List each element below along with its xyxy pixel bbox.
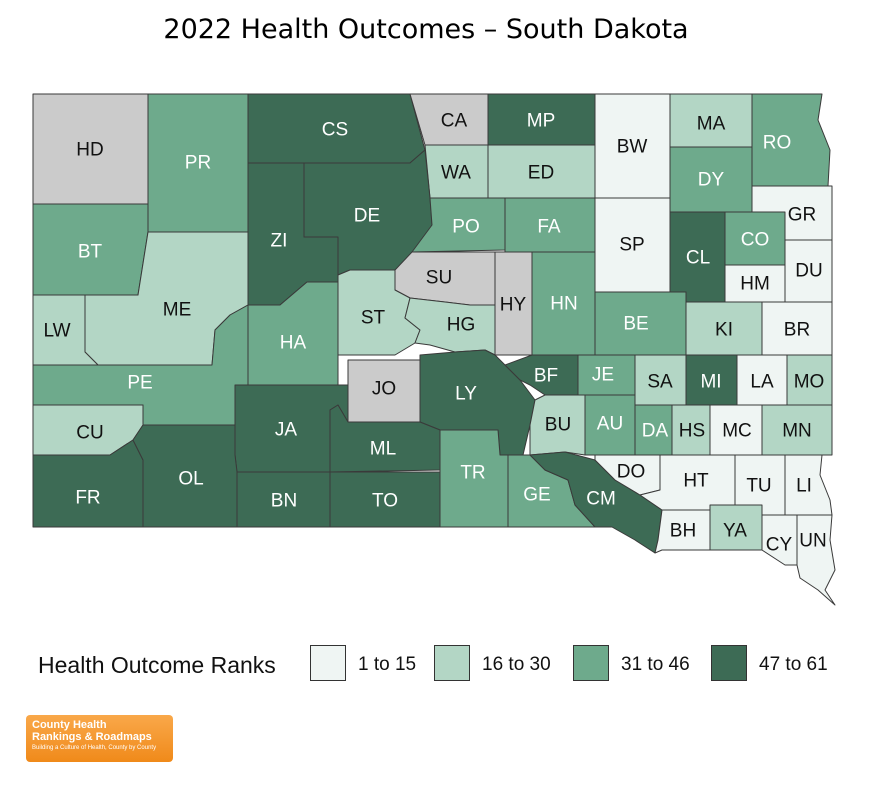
county-label-pr: PR — [185, 153, 211, 174]
county-label-hy: HY — [500, 295, 527, 316]
county-label-da: DA — [642, 421, 669, 442]
county-label-br: BR — [784, 320, 810, 341]
county-label-mp: MP — [527, 111, 556, 132]
county-label-hd: HD — [76, 140, 103, 161]
county-label-au: AU — [597, 414, 623, 435]
county-label-me: ME — [163, 300, 192, 321]
logo-tagline: Building a Culture of Health, County by … — [32, 745, 157, 751]
county-label-hn: HN — [550, 294, 577, 315]
county-hg — [404, 297, 496, 356]
county-label-ha: HA — [280, 333, 307, 354]
logo-line1: County Health — [32, 719, 107, 731]
county-label-du: DU — [795, 261, 822, 282]
legend-swatch — [711, 645, 747, 681]
legend-label: 31 to 46 — [621, 654, 690, 675]
county-po — [411, 197, 506, 253]
county-mn — [761, 404, 833, 456]
county-label-cu: CU — [76, 423, 103, 444]
south-dakota-county-map: HD PR CS CA MP BW MA RO WA ED DY BT ZI DE PO FA SP CL CO GR… — [32, 93, 836, 606]
county-label-hg: HG — [447, 315, 476, 336]
county-label-la: LA — [750, 372, 774, 393]
county-label-tr: TR — [460, 463, 485, 484]
county-label-ro: RO — [763, 133, 792, 154]
county-label-bw: BW — [617, 137, 648, 158]
county-label-fa: FA — [537, 217, 561, 238]
county-label-fr: FR — [75, 488, 100, 509]
county-bu — [529, 394, 586, 456]
county-label-cm: CM — [586, 489, 616, 510]
legend-title: Health Outcome Ranks — [38, 652, 276, 678]
county-label-cl: CL — [686, 248, 710, 269]
county-label-po: PO — [452, 217, 479, 238]
county-label-ki: KI — [715, 320, 733, 341]
county-label-co: CO — [741, 230, 770, 251]
county-label-mo: MO — [794, 372, 825, 393]
county-label-lw: LW — [43, 321, 70, 342]
county-label-ol: OL — [178, 469, 203, 490]
county-label-ht: HT — [683, 471, 709, 492]
county-label-mn: MN — [782, 421, 812, 442]
county-label-tu: TU — [746, 476, 771, 497]
county-label-dy: DY — [698, 170, 725, 191]
legend-label: 47 to 61 — [759, 654, 828, 675]
county-label-do: DO — [617, 462, 646, 483]
county-label-bn: BN — [271, 491, 297, 512]
legend-swatch — [434, 645, 470, 681]
logo-line2: Rankings & Roadmaps — [32, 731, 152, 743]
legend-label: 1 to 15 — [358, 654, 417, 675]
county-label-bt: BT — [78, 242, 103, 263]
county-label-su: SU — [426, 268, 452, 289]
county-label-ya: YA — [723, 521, 747, 542]
county-label-mi: MI — [700, 372, 721, 393]
county-label-to: TO — [372, 491, 398, 512]
county-label-hm: HM — [740, 274, 770, 295]
county-label-zi: ZI — [271, 231, 288, 252]
county-label-st: ST — [361, 308, 386, 329]
county-label-hs: HS — [679, 421, 705, 442]
county-label-je: JE — [592, 365, 614, 386]
county-label-mc: MC — [722, 421, 752, 442]
county-label-cs: CS — [322, 120, 348, 141]
county-cy — [761, 514, 798, 566]
legend-label: 16 to 30 — [482, 654, 551, 675]
county-un — [796, 514, 836, 606]
county-lw — [32, 294, 99, 366]
county-label-cy: CY — [766, 535, 793, 556]
county-label-be: BE — [623, 314, 648, 335]
county-label-jo: JO — [372, 379, 396, 400]
county-label-ja: JA — [275, 420, 298, 441]
county-label-sa: SA — [647, 372, 673, 393]
county-label-bf: BF — [534, 366, 558, 387]
county-label-gr: GR — [788, 205, 817, 226]
map-title: 2022 Health Outcomes – South Dakota — [163, 14, 689, 45]
county-label-pe: PE — [127, 373, 152, 394]
county-label-ge: GE — [523, 485, 550, 506]
county-label-de: DE — [354, 206, 380, 227]
county-label-bu: BU — [545, 415, 571, 436]
legend-swatch — [310, 645, 346, 681]
county-label-ma: MA — [697, 114, 726, 135]
county-label-ml: ML — [370, 439, 396, 460]
legend-swatch — [573, 645, 609, 681]
county-health-rankings-logo: County Health Rankings & Roadmaps Buildi… — [26, 715, 173, 762]
county-label-ly: LY — [455, 384, 477, 405]
county-label-wa: WA — [441, 163, 471, 184]
county-label-ca: CA — [441, 111, 468, 132]
county-label-ed: ED — [528, 163, 554, 184]
county-label-li: LI — [796, 476, 812, 497]
county-label-sp: SP — [619, 235, 644, 256]
county-label-bh: BH — [670, 521, 696, 542]
county-label-un: UN — [799, 531, 826, 552]
